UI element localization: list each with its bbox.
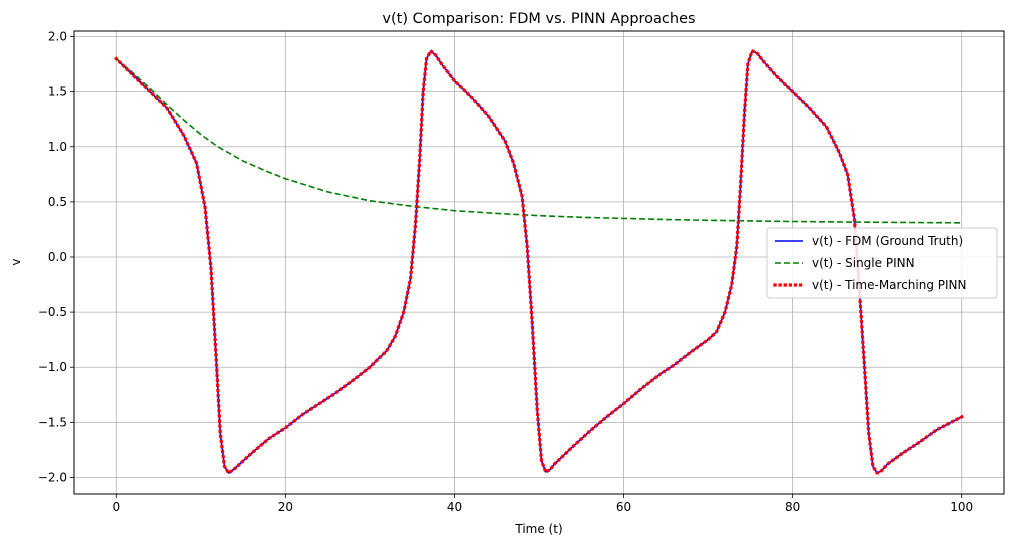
x-tick-label: 60 — [616, 500, 631, 514]
series-line-2 — [115, 57, 962, 224]
x-axis-label: Time (t) — [514, 522, 562, 536]
x-tick-label: 0 — [112, 500, 120, 514]
y-tick-label: −2.0 — [38, 470, 67, 484]
x-tick-label: 100 — [950, 500, 973, 514]
x-tick-label: 20 — [278, 500, 293, 514]
axis-ticks: 0 20 40 60 80 100 −2.0 −1.5 −1.0 −0.5 0.0 0.5 1.0 1.5… — [38, 30, 973, 514]
y-tick-label: 2.0 — [48, 30, 67, 44]
y-tick-label: 0.5 — [48, 195, 67, 209]
y-tick-label: −1.0 — [38, 360, 67, 374]
x-tick-label: 40 — [447, 500, 462, 514]
y-tick-label: −1.5 — [38, 415, 67, 429]
legend: v(t) - FDM (Ground Truth) v(t) - Single P… — [766, 227, 998, 299]
series-lines — [114, 49, 964, 475]
chart-title: v(t) Comparison: FDM vs. PINN Approaches — [382, 11, 695, 27]
legend-label: v(t) - Time-Marching PINN — [812, 278, 967, 292]
y-tick-label: −0.5 — [38, 305, 67, 319]
legend-label: v(t) - FDM (Ground Truth) — [812, 234, 963, 248]
y-axis-label: v — [9, 258, 23, 265]
x-tick-label: 80 — [785, 500, 800, 514]
legend-label: v(t) - Single PINN — [812, 256, 915, 270]
y-tick-label: 0.0 — [48, 250, 67, 264]
legend-box — [766, 227, 998, 299]
plot-frame — [73, 30, 1005, 495]
y-tick-label: 1.0 — [48, 140, 67, 154]
series-line-3 — [114, 49, 964, 475]
y-tick-label: 1.5 — [48, 85, 67, 99]
